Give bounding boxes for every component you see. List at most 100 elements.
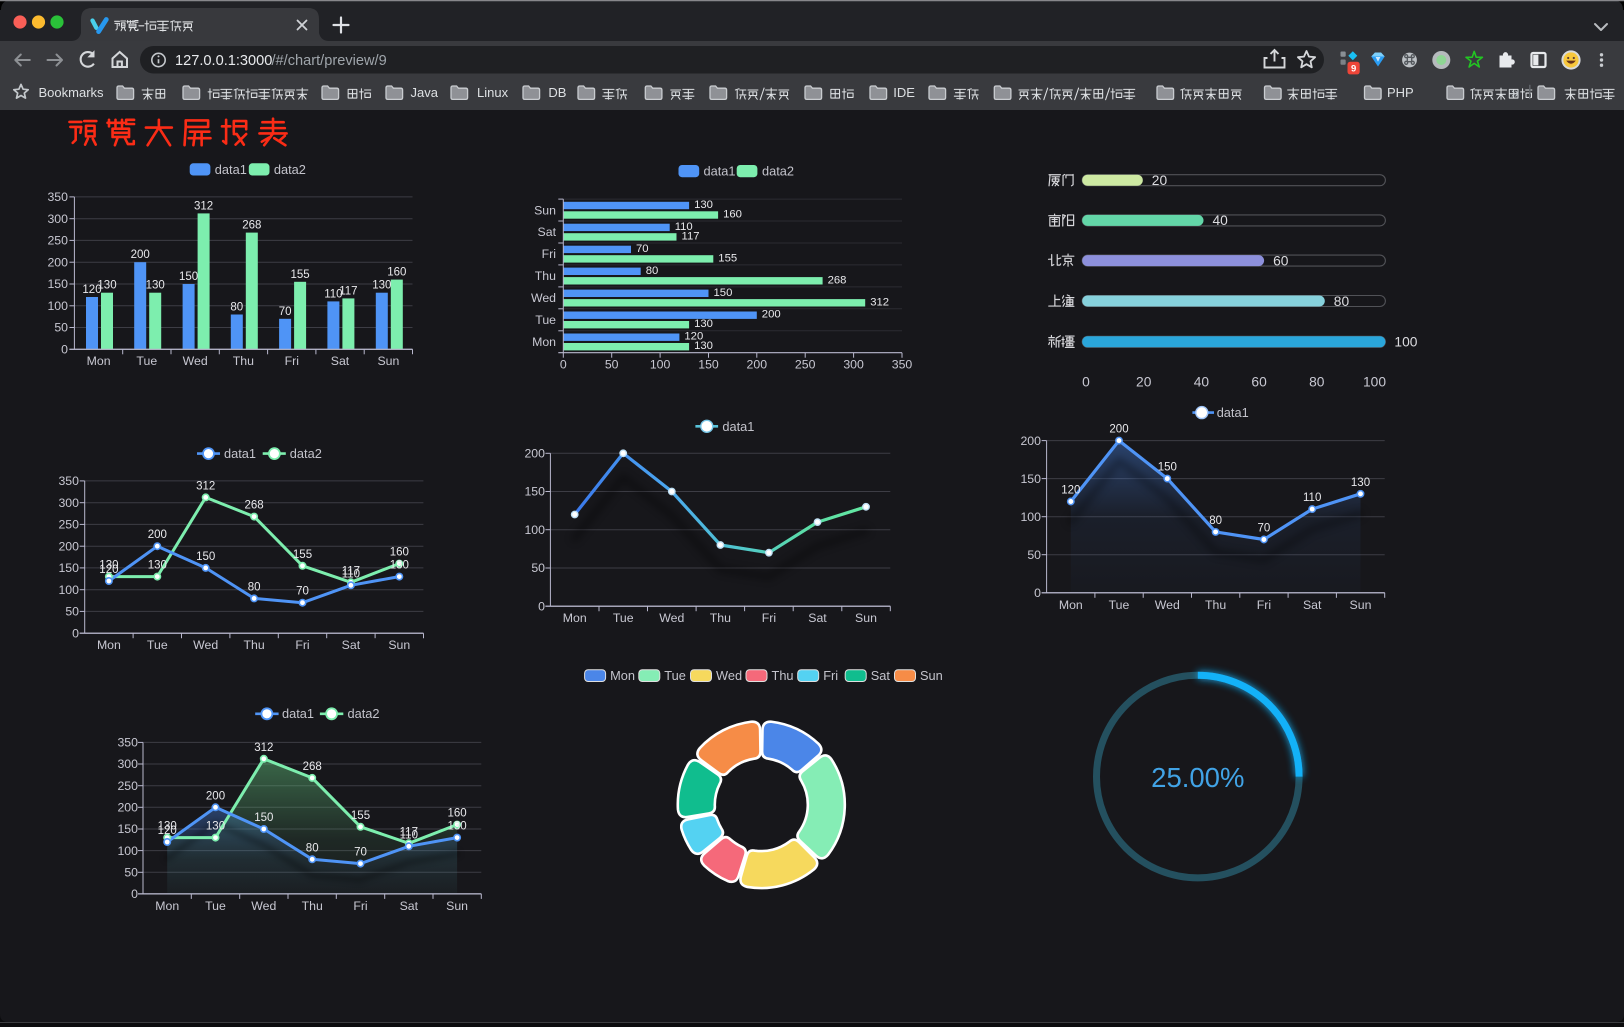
svg-text:60: 60 — [1273, 253, 1289, 268]
svg-text:120: 120 — [82, 284, 101, 296]
svg-text:80: 80 — [646, 265, 659, 277]
svg-text:Mon: Mon — [87, 354, 111, 368]
svg-text:200: 200 — [762, 309, 781, 321]
svg-text:data2: data2 — [348, 706, 380, 721]
svg-text:130: 130 — [694, 199, 713, 211]
svg-text:DB: DB — [548, 85, 566, 100]
svg-text:117: 117 — [682, 230, 700, 242]
svg-text:312: 312 — [870, 296, 889, 308]
svg-text:data2: data2 — [762, 164, 794, 179]
svg-text:150: 150 — [524, 485, 545, 499]
svg-text:100: 100 — [524, 523, 545, 537]
svg-text:data1: data1 — [282, 706, 314, 721]
svg-text:Sun: Sun — [388, 638, 410, 652]
svg-text:130: 130 — [1351, 477, 1370, 489]
svg-text:Linux: Linux — [477, 85, 509, 100]
svg-text:120: 120 — [684, 331, 703, 343]
svg-text:155: 155 — [351, 810, 370, 822]
svg-text:100: 100 — [47, 299, 68, 313]
svg-text:300: 300 — [47, 212, 68, 226]
svg-text:Fri: Fri — [823, 668, 838, 683]
svg-text:150: 150 — [1020, 472, 1041, 486]
svg-text:data1: data1 — [1217, 405, 1249, 420]
svg-text:data1: data1 — [215, 162, 247, 177]
svg-text:Sun: Sun — [446, 899, 468, 913]
svg-text:Thu: Thu — [535, 269, 556, 283]
svg-text:Thu: Thu — [772, 668, 794, 683]
svg-text:Tue: Tue — [664, 668, 686, 683]
svg-text:120: 120 — [1061, 485, 1080, 497]
svg-text:150: 150 — [698, 358, 719, 372]
svg-text:150: 150 — [179, 271, 198, 283]
svg-text:Wed: Wed — [251, 899, 276, 913]
svg-text:Sun: Sun — [377, 354, 399, 368]
svg-text:50: 50 — [65, 605, 79, 619]
svg-text:50: 50 — [54, 321, 68, 335]
svg-text:Mon: Mon — [1059, 598, 1083, 612]
svg-text:350: 350 — [58, 474, 79, 488]
svg-text:350: 350 — [892, 358, 913, 372]
svg-text:268: 268 — [828, 274, 847, 286]
svg-text:250: 250 — [47, 234, 68, 248]
svg-text:150: 150 — [47, 277, 68, 291]
svg-text:Tue: Tue — [535, 313, 556, 327]
svg-text:268: 268 — [303, 761, 322, 773]
svg-text:70: 70 — [1258, 523, 1271, 535]
svg-text:150: 150 — [254, 812, 273, 824]
svg-text:Wed: Wed — [716, 668, 742, 683]
svg-text:/#/chart/preview/9: /#/chart/preview/9 — [272, 53, 387, 69]
svg-text:60: 60 — [1251, 375, 1267, 390]
svg-text:data2: data2 — [290, 446, 322, 461]
svg-text:150: 150 — [117, 822, 138, 836]
svg-text:130: 130 — [206, 821, 225, 833]
svg-text:Tue: Tue — [1109, 598, 1130, 612]
svg-text:350: 350 — [117, 736, 138, 750]
svg-text:250: 250 — [117, 779, 138, 793]
svg-text:100: 100 — [58, 583, 79, 597]
svg-text:data1: data1 — [224, 446, 256, 461]
svg-text:20: 20 — [1136, 375, 1152, 390]
svg-text:100: 100 — [1020, 510, 1041, 524]
svg-text:Fri: Fri — [1257, 598, 1271, 612]
svg-text:0: 0 — [1034, 586, 1041, 600]
svg-text:130: 130 — [694, 340, 713, 352]
svg-text:data1: data1 — [704, 164, 736, 179]
svg-text:Tue: Tue — [613, 611, 634, 625]
svg-text:Wed: Wed — [193, 638, 218, 652]
svg-text:200: 200 — [1109, 424, 1128, 436]
svg-text:120: 120 — [158, 825, 177, 837]
svg-text:Mon: Mon — [97, 638, 121, 652]
svg-text:Sun: Sun — [1350, 598, 1372, 612]
svg-text:Thu: Thu — [710, 611, 731, 625]
svg-text:80: 80 — [1209, 515, 1222, 527]
svg-text:Sat: Sat — [1303, 598, 1322, 612]
svg-text:155: 155 — [293, 549, 312, 561]
svg-text:130: 130 — [97, 280, 116, 292]
svg-text:40: 40 — [1213, 213, 1229, 228]
svg-text:Mon: Mon — [532, 335, 556, 349]
svg-text:Sat: Sat — [400, 899, 419, 913]
svg-text:250: 250 — [58, 518, 79, 532]
svg-text:268: 268 — [242, 220, 261, 232]
svg-text:312: 312 — [196, 480, 215, 492]
svg-text:Wed: Wed — [1155, 598, 1180, 612]
svg-text:80: 80 — [1334, 294, 1350, 309]
svg-text:150: 150 — [196, 551, 215, 563]
svg-text:200: 200 — [524, 447, 545, 461]
svg-text:Sat: Sat — [342, 638, 361, 652]
svg-text:Fri: Fri — [285, 354, 299, 368]
svg-text:110: 110 — [324, 288, 342, 300]
svg-text:200: 200 — [747, 358, 768, 372]
svg-text:155: 155 — [718, 252, 737, 264]
svg-text:150: 150 — [1158, 462, 1177, 474]
svg-text:Sat: Sat — [808, 611, 827, 625]
svg-text:130: 130 — [158, 821, 177, 833]
svg-text:110: 110 — [400, 829, 418, 841]
svg-text:200: 200 — [117, 801, 138, 815]
svg-text:Mon: Mon — [155, 899, 179, 913]
svg-text:80: 80 — [306, 842, 319, 854]
svg-text:Fri: Fri — [353, 899, 367, 913]
svg-text:9: 9 — [1351, 64, 1356, 75]
svg-text:117: 117 — [339, 285, 357, 297]
svg-text:Thu: Thu — [1205, 598, 1226, 612]
